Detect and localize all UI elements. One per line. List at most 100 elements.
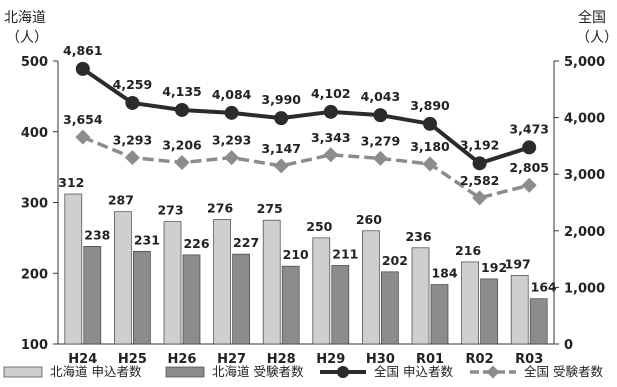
bar-data-label: 164 [531,280,557,295]
legend-label: 北海道 申込者数 [50,364,142,379]
bar [480,278,498,345]
line-point [124,150,140,166]
line-point [274,111,289,126]
right-tick-label: 3,000 [564,168,605,183]
line-point [273,158,289,174]
line-data-label: 4,259 [113,77,153,92]
line-data-label: 2,582 [460,173,500,188]
right-tick-label: 1,000 [564,281,605,296]
bar-data-label: 184 [431,266,457,281]
left-tick-label: 200 [21,267,48,282]
line-data-label: 4,861 [63,43,103,58]
line-point [472,190,488,206]
legend-label: 全国 申込者数 [374,364,453,379]
bar [381,271,399,345]
bar [64,193,83,345]
chart-lines [75,61,537,206]
bar-data-label: 312 [58,175,84,190]
bar [281,265,300,345]
line-data-label: 3,147 [261,141,301,156]
bar [114,211,132,345]
line-point [125,95,140,110]
line-data-label: 4,135 [162,84,202,99]
x-tick-label: H26 [168,352,197,367]
line-data-label: 3,180 [410,139,450,154]
right-tick-label: 4,000 [564,112,605,127]
x-tick-label: H30 [366,352,395,367]
line-data-label: 4,043 [361,89,401,104]
right-tick-label: 0 [564,338,573,353]
legend-marker [337,366,349,378]
bar [411,247,430,345]
line-point [75,129,91,145]
bar [133,250,151,345]
right-axis-title: 全国 [578,9,606,26]
line-data-label: 3,343 [311,130,351,145]
left-axis-unit: （人） [6,30,48,46]
line-data-label: 3,206 [162,138,202,153]
national-applicants-line [81,67,530,166]
line-point [75,61,90,76]
line-data-label: 3,293 [113,133,153,148]
bar [312,237,331,345]
national-examinees-line [82,135,530,200]
line-data-label: 3,279 [361,133,401,148]
line-point [423,116,437,131]
chart-bars [64,193,548,345]
left-tick-label: 300 [21,197,48,212]
legend-marker [486,365,500,379]
bar-data-label: 238 [84,227,110,242]
legend-swatch [165,366,205,378]
line-point [224,105,239,120]
bar-data-label: 192 [481,260,507,275]
right-axis-unit: （人） [576,30,617,46]
x-tick-label: H28 [267,352,296,367]
line-data-label: 3,654 [63,112,103,127]
line-point [422,156,438,172]
line-point [472,156,487,171]
legend-label: 全国 受験者数 [524,364,603,379]
bar [262,219,281,345]
bar-data-label: 226 [183,236,209,251]
bar-data-label: 202 [382,253,408,268]
bar-data-label: 260 [356,212,382,227]
x-tick-label: R02 [466,352,494,367]
line-point [174,155,190,171]
line-point [521,177,537,193]
bar [510,275,529,345]
x-tick-label: H25 [118,352,147,367]
bar [232,253,250,345]
bar-data-label: 250 [306,219,332,234]
bar-data-label: 236 [405,229,431,244]
line-point [373,108,388,123]
right-tick-label: 2,000 [564,225,605,240]
x-tick-label: H27 [217,352,246,367]
chart-axes: 100 200 300 400 500 0 1,000 2,000 3,000 4,000 5,00… [4,9,617,367]
left-tick-label: 400 [21,126,48,141]
bar [83,246,102,345]
x-tick-label: R01 [416,352,444,367]
bar-data-label: 231 [134,232,160,247]
bar [331,265,350,345]
line-data-label: 3,293 [212,133,252,148]
bar [213,219,231,345]
bar-data-label: 275 [257,201,283,216]
bar [461,261,479,345]
line-point [522,140,537,155]
line-data-label: 3,473 [509,121,549,136]
line-data-label: 4,102 [311,86,351,101]
bar [163,221,182,345]
line-point [372,150,388,166]
line-data-label: 3,990 [261,92,301,107]
bar-data-label: 211 [332,246,358,261]
chart-legend: 北海道 申込者数 北海道 受験者数 全国 申込者数 全国 受験者数 [3,364,603,379]
left-axis-title: 北海道 [4,10,46,26]
line-data-label: 3,192 [460,137,500,152]
left-tick-label: 100 [21,338,48,353]
line-point [323,104,338,119]
x-tick-label: R03 [515,352,543,367]
line-point [175,102,189,117]
bar-data-label: 273 [157,203,183,218]
legend-swatch [3,366,43,378]
